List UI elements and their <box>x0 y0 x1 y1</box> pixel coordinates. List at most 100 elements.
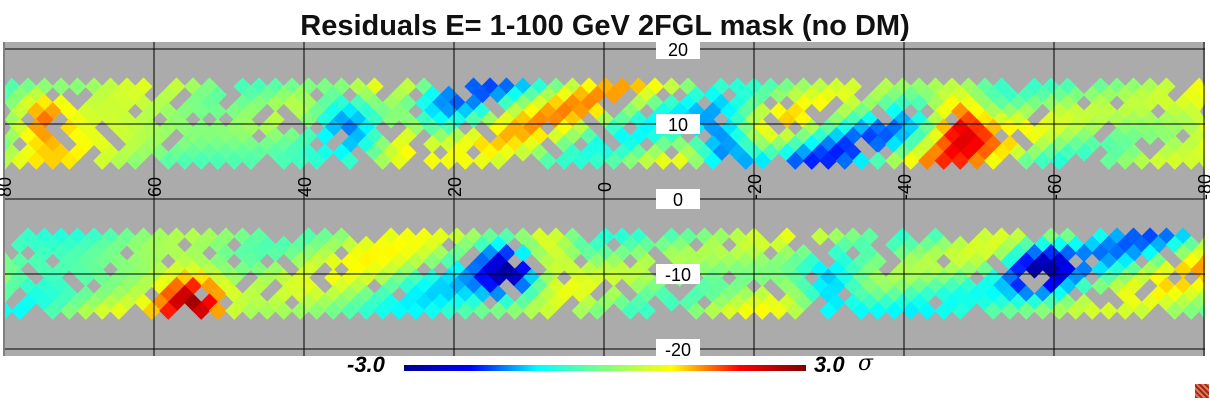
residual-pixel <box>266 143 285 162</box>
residual-pixel <box>266 243 285 263</box>
residual-pixel <box>167 243 186 263</box>
residual-pixel <box>497 227 516 246</box>
residual-pixel <box>1083 135 1102 154</box>
residual-pixel <box>381 227 401 246</box>
residual-pixel <box>68 77 87 96</box>
residual-pixel <box>1033 118 1052 137</box>
residual-pixel <box>1058 126 1077 146</box>
residual-pixel <box>835 151 854 170</box>
residual-pixel <box>852 151 871 170</box>
residual-pixel <box>10 151 29 170</box>
residual-pixel <box>93 301 112 320</box>
residual-pixel <box>1050 301 1069 320</box>
residual-pixel <box>76 268 95 287</box>
residual-pixel <box>324 301 343 320</box>
residual-pixel <box>10 235 29 254</box>
residual-pixel <box>216 227 236 246</box>
residual-pixel <box>1182 118 1201 137</box>
residual-pixel <box>1190 93 1205 113</box>
residual-pixel <box>225 118 244 137</box>
residual-pixel <box>200 77 219 96</box>
residual-pixel <box>208 285 227 304</box>
residual-pixel <box>241 301 260 320</box>
residual-pixel <box>216 143 236 162</box>
residual-pixel <box>159 235 178 254</box>
residual-pixel <box>1033 301 1052 320</box>
residual-pixel <box>192 151 211 170</box>
residual-pixel <box>1050 235 1069 254</box>
residual-pixel <box>324 118 343 137</box>
residual-pixel <box>456 235 475 254</box>
residual-pixel <box>1008 227 1028 246</box>
residual-pixel <box>233 93 252 113</box>
residual-pixel <box>464 126 483 146</box>
residual-pixel <box>208 102 227 121</box>
residual-pixel <box>1017 235 1036 254</box>
residual-pixel <box>398 143 417 162</box>
residual-pixel <box>1124 126 1143 146</box>
residual-pixel <box>27 118 46 137</box>
residual-pixel <box>538 301 557 320</box>
residual-pixel <box>208 235 227 254</box>
residual-pixel <box>175 151 194 170</box>
y-tick-label-bg <box>656 39 700 59</box>
residual-pixel <box>233 110 252 129</box>
residual-pixel <box>266 126 285 146</box>
residual-pixel <box>134 110 153 129</box>
residual-pixel <box>447 227 467 246</box>
residual-pixel <box>1025 126 1044 146</box>
residual-pixel <box>1182 135 1201 154</box>
residual-pixel <box>76 118 95 137</box>
residual-pixel <box>10 301 29 320</box>
residual-pixel <box>126 151 145 170</box>
residual-pixel <box>1132 118 1151 137</box>
residual-pixel <box>142 135 161 154</box>
residual-pixel <box>233 227 252 246</box>
residual-pixel <box>109 118 128 137</box>
residual-pixel <box>225 268 244 287</box>
residual-pixel <box>266 93 285 113</box>
residual-pixel <box>340 301 359 320</box>
residual-pixel <box>150 143 170 162</box>
residual-pixel <box>456 151 475 170</box>
residual-pixel <box>175 135 194 154</box>
residual-pixel <box>1008 143 1028 162</box>
residual-pixel <box>489 235 508 254</box>
residual-pixel <box>51 227 71 246</box>
residual-pixel <box>208 135 227 154</box>
residual-pixel <box>1157 126 1176 146</box>
residual-pixel <box>472 151 491 170</box>
residual-pixel <box>1066 135 1085 154</box>
residual-pixel <box>142 301 161 320</box>
residual-pixel <box>1149 151 1168 170</box>
residual-pixel <box>406 301 425 320</box>
residual-pixel <box>315 126 335 146</box>
x-tick-label: 0 <box>595 182 615 192</box>
residual-pixel <box>150 126 170 146</box>
residual-pixel <box>464 227 483 246</box>
residual-pixel <box>654 151 673 170</box>
residual-pixel <box>1099 151 1118 170</box>
residual-pixel <box>150 260 170 279</box>
residual-pixel <box>35 126 54 146</box>
residual-pixel <box>885 301 904 320</box>
residual-pixel <box>769 301 788 320</box>
residual-pixel <box>373 301 392 320</box>
residual-pixel <box>571 301 590 320</box>
residual-pixel <box>175 102 194 121</box>
residual-pixel <box>662 77 681 96</box>
residual-pixel <box>670 151 689 170</box>
y-tick-label: 0 <box>673 190 683 210</box>
residual-pixel <box>43 151 62 170</box>
y-tick-label: 10 <box>668 115 688 135</box>
residual-pixel <box>274 135 293 154</box>
residual-pixel <box>233 126 252 146</box>
residual-pixel <box>18 143 38 162</box>
residual-pixel <box>967 151 986 170</box>
residual-pixel <box>192 268 211 287</box>
residual-pixel <box>406 118 425 137</box>
residual-pixel <box>1198 235 1205 254</box>
residual-pixel <box>134 276 153 296</box>
residual-pixel <box>200 93 219 113</box>
residual-pixel <box>159 268 178 287</box>
